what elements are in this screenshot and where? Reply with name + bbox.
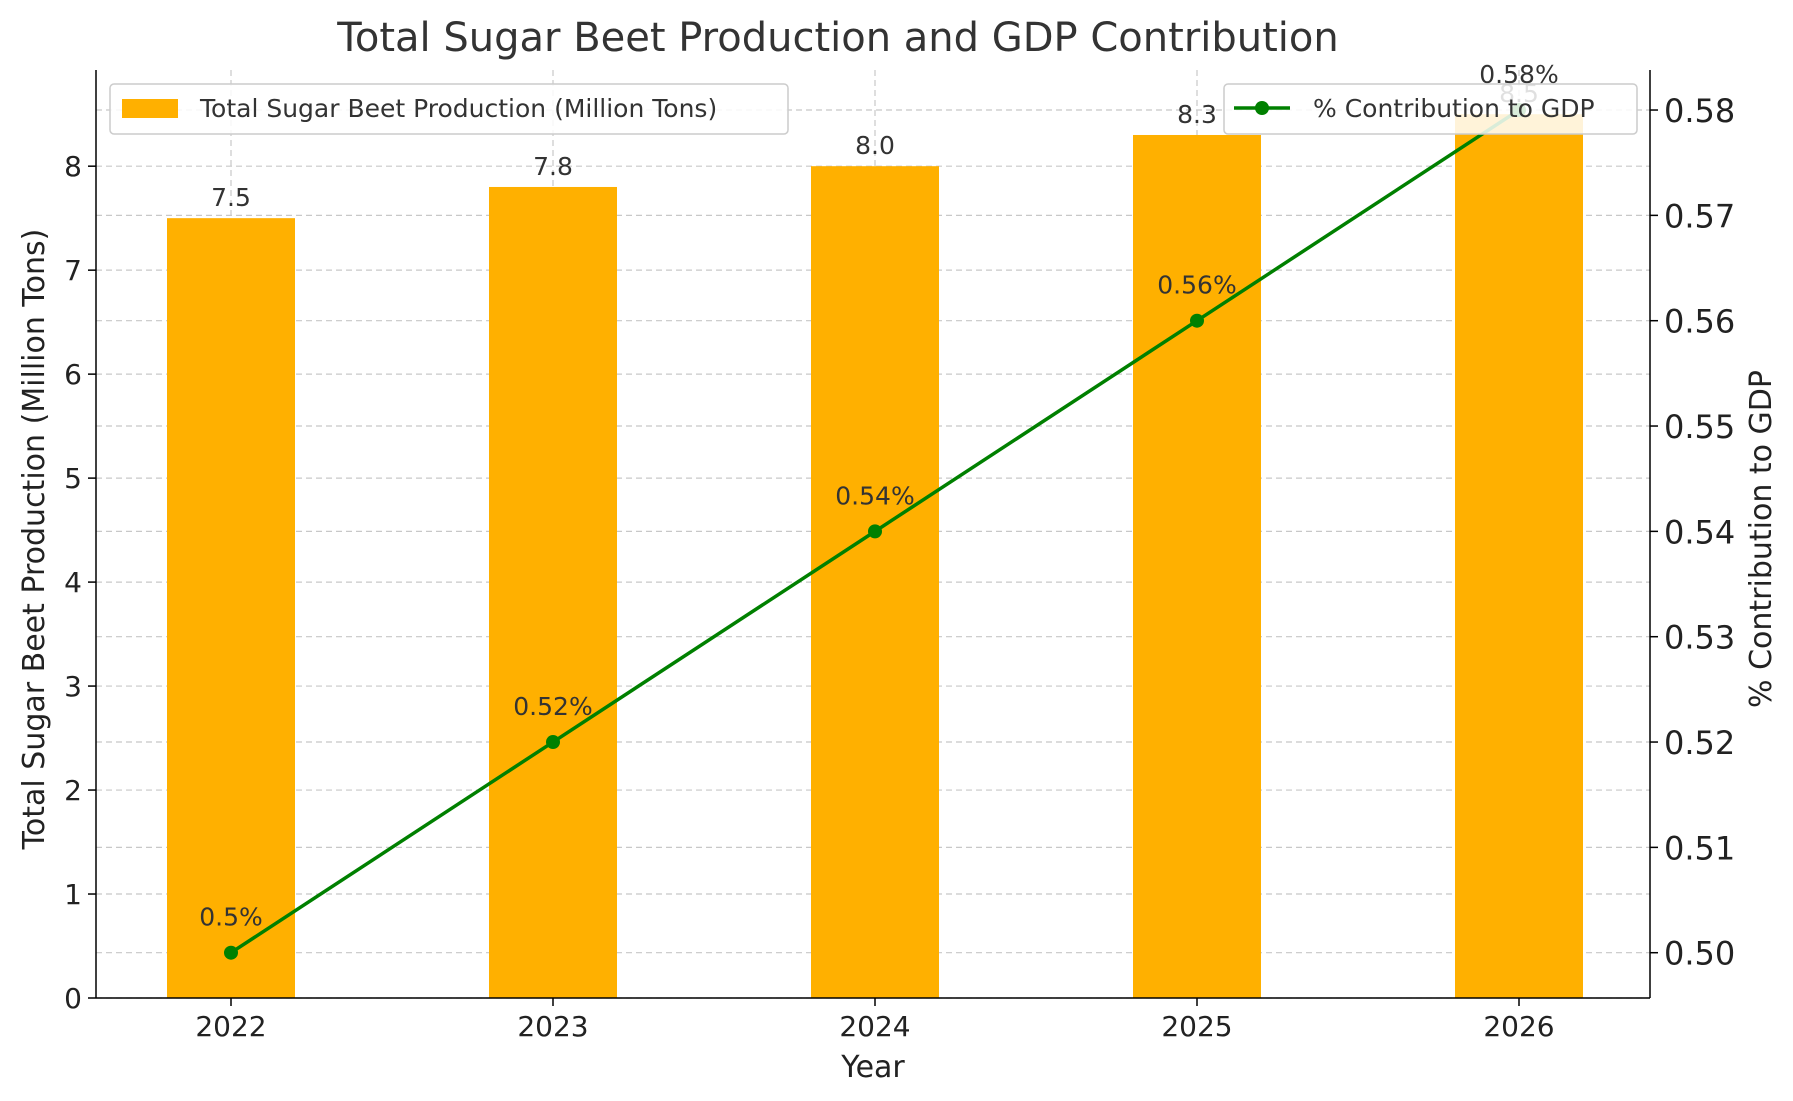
y-axis-title: Total Sugar Beet Production (Million Ton… [17,229,52,851]
bar [1455,114,1583,998]
legend-gdp-label: % Contribution to GDP [1313,94,1595,123]
x-tick-label: 2022 [195,1010,266,1043]
y-tick-label-left: 0 [64,982,82,1015]
legend-gdp: % Contribution to GDP [1223,83,1638,135]
gdp-point [224,945,238,960]
x-axis-title: Year [840,1050,905,1085]
bar-value-label: 7.8 [533,152,573,181]
legend-production: Total Sugar Beet Production (Million Ton… [109,83,789,135]
y-tick-label-right: 0.50 [1664,935,1735,973]
legend-frame [1223,83,1638,135]
x-tick-label: 2023 [517,1010,588,1043]
y-tick-label-left: 7 [64,254,82,287]
gdp-point [868,524,882,539]
y-tick-label-left: 4 [64,566,82,599]
gdp-point [1190,313,1204,328]
bar-value-label: 8.3 [1177,100,1217,129]
x-tick-label: 2024 [839,1010,910,1043]
y-tick-label-left: 1 [64,878,82,911]
y-tick-label-left: 2 [64,774,82,807]
y-tick-label-right: 0.57 [1664,197,1735,235]
y-tick-label-right: 0.53 [1664,619,1735,657]
legend-line-marker [1255,101,1269,115]
gdp-value-label: 0.56% [1157,271,1236,300]
y-tick-label-right: 0.54 [1664,513,1735,551]
bar-value-label: 7.5 [211,183,251,212]
axes: 0 1 2 3 4 5 6 7 8 0.50 0.51 0.52 0.53 0.54 0.55 0.56 0.5… [64,70,1735,1043]
y-tick-label-right: 0.55 [1664,408,1735,446]
bar-series [167,114,1583,999]
gdp-value-label: 0.52% [513,692,592,721]
bar [1133,134,1261,999]
x-tick-label: 2025 [1161,1010,1232,1043]
y-tick-label-left: 8 [64,150,82,183]
y-tick-label-right: 0.56 [1664,303,1735,341]
gdp-value-label: 0.5% [199,903,263,932]
gdp-point [546,735,560,750]
y-tick-label-left: 3 [64,670,82,703]
legend-frame [109,83,789,135]
bar [167,218,295,998]
legend-bar-swatch [122,99,178,118]
bar-value-label: 8.0 [855,131,895,160]
legend-production-label: Total Sugar Beet Production (Million Ton… [199,94,717,123]
chart-title: Total Sugar Beet Production and GDP Cont… [336,15,1338,61]
y2-axis-title: % Contribution to GDP [1744,370,1779,708]
x-tick-label: 2026 [1483,1010,1554,1043]
y-tick-label-right: 0.51 [1664,829,1735,867]
y-tick-label-right: 0.58 [1664,92,1735,130]
bar [811,166,939,999]
y-tick-label-right: 0.52 [1664,724,1735,762]
y-tick-label-left: 5 [64,462,82,495]
y-tick-label-left: 6 [64,358,82,391]
gdp-value-label: 0.54% [835,481,914,510]
bar [489,186,617,998]
